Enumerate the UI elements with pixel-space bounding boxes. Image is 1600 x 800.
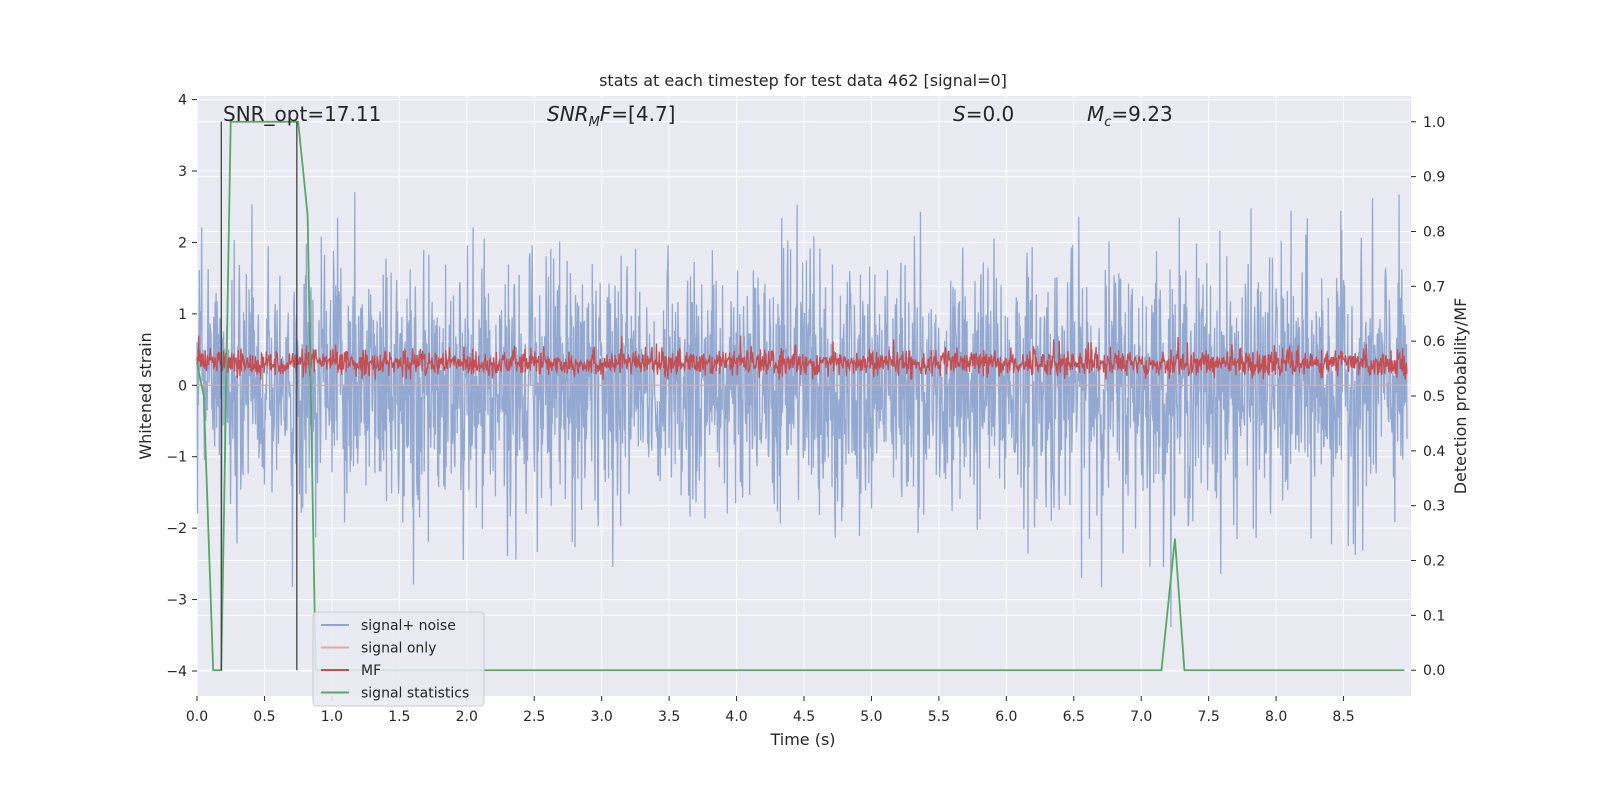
x-axis: 0.0 0.5 1.0 1.5 2.0 2.5 3.0 3.5 4.0 4.5 5.0 5.5 6.0 6… — [186, 696, 1355, 725]
legend: signal+ noise signal only MF signal statist… — [312, 611, 485, 707]
y-right-tick-label: 0.0 — [1423, 663, 1445, 679]
y-right-tick-label: 0.9 — [1423, 170, 1445, 186]
y-axis-left: 4 3 2 1 0 −1 −2 −3 −4 — [166, 93, 197, 680]
y-left-tick-label: 3 — [178, 164, 187, 180]
y-right-tick-label: 0.5 — [1423, 389, 1445, 405]
annotation-s: S=0.0 — [953, 102, 1014, 126]
x-tick-label: 8.0 — [1265, 709, 1287, 725]
x-tick-label: 3.5 — [658, 709, 680, 725]
y-right-tick-label: 1.0 — [1423, 115, 1445, 131]
legend-box — [312, 611, 485, 707]
y-left-tick-label: −4 — [166, 664, 187, 680]
y-left-tick-label: 1 — [178, 307, 187, 323]
y-left-tick-label: 0 — [178, 378, 187, 394]
x-tick-label: 7.0 — [1130, 709, 1152, 725]
y-axis-right: 1.0 0.9 0.8 0.7 0.6 0.5 0.4 0.3 0.2 0.1 0.0 — [1411, 115, 1445, 679]
y-right-tick-label: 0.6 — [1423, 334, 1445, 350]
x-tick-label: 4.0 — [725, 709, 747, 725]
y-right-tick-label: 0.3 — [1423, 499, 1445, 515]
y-left-tick-label: 4 — [178, 93, 187, 109]
x-tick-label: 1.0 — [321, 709, 343, 725]
annotation-mc: Mc=9.23 — [1087, 102, 1173, 130]
x-tick-label: 2.0 — [456, 709, 478, 725]
chart-title: stats at each timestep for test data 462… — [599, 71, 1007, 90]
x-tick-label: 1.5 — [388, 709, 410, 725]
annotation-snr-mf: SNRMF=[4.7] — [547, 102, 675, 130]
series-signal-noise — [196, 192, 1408, 627]
x-tick-label: 0.5 — [253, 709, 275, 725]
y-left-tick-label: −3 — [166, 593, 187, 609]
x-tick-label: 6.5 — [1063, 709, 1085, 725]
vertical-markers — [220, 121, 298, 671]
y-left-tick-label: −2 — [166, 521, 187, 537]
legend-label: signal only — [361, 641, 436, 657]
annotation-s-value: =0.0 — [966, 102, 1015, 126]
y-axis-left-label: Whitened strain — [136, 332, 155, 459]
x-tick-label: 6.0 — [995, 709, 1017, 725]
legend-label: signal+ noise — [361, 618, 456, 634]
series-mf — [196, 335, 1408, 380]
x-tick-label: 7.5 — [1198, 709, 1220, 725]
y-left-tick-label: −1 — [166, 450, 187, 466]
y-right-tick-label: 0.7 — [1423, 279, 1445, 295]
x-tick-label: 4.5 — [793, 709, 815, 725]
legend-label: signal statistics — [361, 686, 469, 702]
x-tick-label: 8.5 — [1332, 709, 1354, 725]
annotation-mc-value: =9.23 — [1111, 102, 1172, 126]
y-left-tick-label: 2 — [178, 235, 187, 251]
y-right-tick-label: 0.1 — [1423, 608, 1445, 624]
x-axis-label: Time (s) — [769, 730, 835, 749]
y-right-tick-label: 0.2 — [1423, 554, 1445, 570]
x-tick-label: 5.0 — [860, 709, 882, 725]
x-tick-label: 5.5 — [928, 709, 950, 725]
annotation-snr-opt: SNR_opt=17.11 — [223, 102, 381, 126]
y-axis-right-label: Detection probability/MF — [1451, 298, 1470, 495]
x-tick-label: 0.0 — [186, 709, 208, 725]
y-right-tick-label: 0.4 — [1423, 444, 1445, 460]
y-right-tick-label: 0.8 — [1423, 224, 1445, 240]
x-tick-label: 3.0 — [591, 709, 613, 725]
legend-label: MF — [361, 663, 381, 679]
annotation-snr-mf-value: =[4.7] — [611, 102, 675, 126]
x-tick-label: 2.5 — [523, 709, 545, 725]
